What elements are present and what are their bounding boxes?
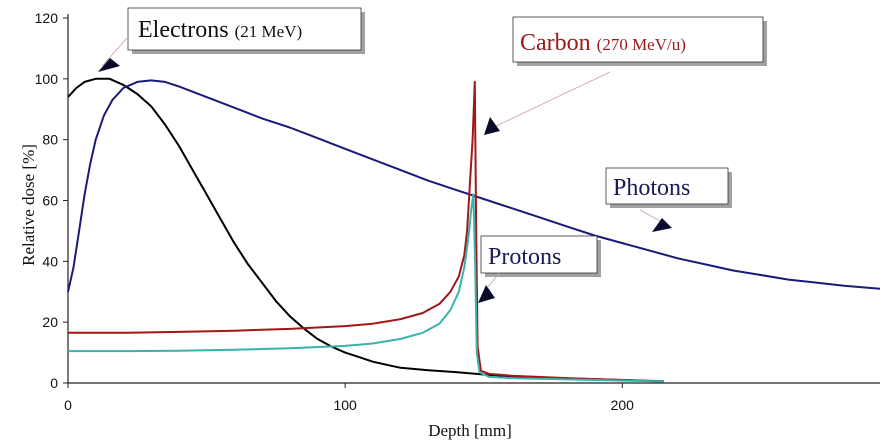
series-layer (67, 77, 881, 383)
x-tick-label: 200 (611, 397, 635, 413)
series-line-electrons (67, 77, 664, 383)
carbon-label: Carbon (270 MeV/u) (520, 30, 686, 56)
carbon-annotation: Carbon (270 MeV/u) (484, 16, 767, 135)
photons-annotation: Photons (605, 167, 732, 232)
photons-label-main: Photons (613, 175, 690, 201)
protons-leader-line (487, 271, 501, 288)
protons-label-box (480, 235, 598, 274)
electrons-label-box (127, 7, 362, 51)
carbon-arrow-icon (484, 117, 500, 135)
x-tick-label: 100 (333, 397, 357, 413)
electrons-annotation: Electrons (21 MeV) (98, 7, 365, 72)
y-tick-label: 60 (42, 193, 58, 209)
annotations: Electrons (21 MeV) Carbon (270 MeV/u) Photon… (98, 7, 767, 303)
photons-label: Photons (613, 175, 690, 201)
x-tick-label: 0 (64, 397, 72, 413)
protons-label: Protons (488, 244, 561, 270)
y-tick-label: 100 (35, 71, 59, 87)
series-line-photons (67, 79, 881, 293)
electrons-arrow-icon (98, 58, 120, 72)
electrons-label-main: Electrons (138, 17, 229, 43)
carbon-label-energy: (270 MeV/u) (597, 35, 686, 54)
electrons-label: Electrons (21 MeV) (138, 17, 302, 43)
carbon-leader-line (491, 71, 611, 129)
y-tick-label: 40 (42, 253, 58, 269)
x-axis-title: Depth [mm] (428, 421, 512, 440)
protons-arrow-icon (478, 285, 495, 303)
series-line-carbon (68, 80, 664, 383)
y-tick-label: 0 (50, 375, 58, 391)
photons-leader-line (639, 209, 663, 223)
y-tick-label: 120 (35, 10, 59, 26)
series-line-protons (68, 193, 664, 383)
y-tick-label: 20 (42, 314, 58, 330)
carbon-label-box (512, 16, 764, 63)
y-axis-title: Relative dose [%] (19, 144, 38, 266)
carbon-label-main: Carbon (520, 30, 591, 56)
y-tick-label: 80 (42, 132, 58, 148)
photons-arrow-icon (652, 218, 672, 232)
electrons-leader-line (101, 36, 129, 67)
axes: 0 20 40 60 80 100 120 0 100 200 Depth [mm] Relative… (19, 10, 880, 440)
protons-label-main: Protons (488, 244, 561, 270)
photons-label-box (605, 167, 729, 205)
protons-annotation: Protons (478, 235, 601, 303)
electrons-label-energy: (21 MeV) (235, 22, 303, 41)
